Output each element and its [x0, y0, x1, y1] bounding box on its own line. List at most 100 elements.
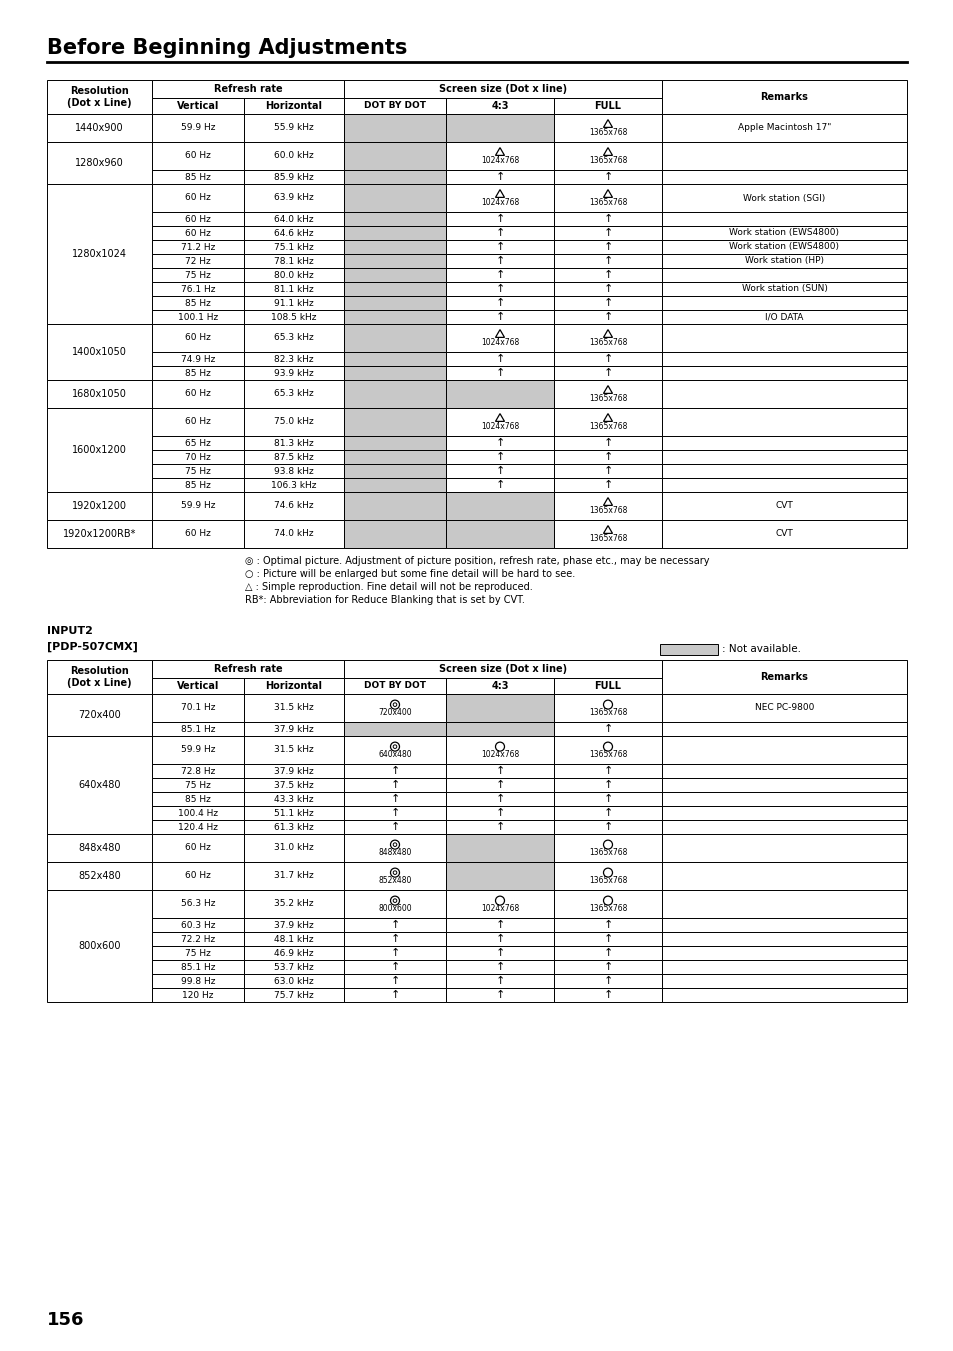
Bar	[244, 240, 344, 254]
Bar	[244, 988, 344, 1002]
Text: ↑: ↑	[495, 172, 504, 182]
Bar	[344, 142, 446, 170]
Text: I/O DATA: I/O DATA	[764, 312, 802, 322]
Bar	[152, 946, 244, 961]
Bar	[446, 324, 554, 353]
Bar	[244, 324, 344, 353]
Bar	[152, 792, 244, 807]
Bar	[344, 113, 446, 142]
Text: : Not available.: : Not available.	[721, 644, 801, 654]
Bar	[446, 254, 554, 267]
Bar	[344, 296, 446, 309]
Text: 93.8 kHz: 93.8 kHz	[274, 466, 314, 476]
Bar	[446, 113, 554, 142]
Text: ↑: ↑	[495, 228, 504, 238]
Bar	[152, 492, 244, 520]
Bar	[344, 282, 446, 296]
Bar	[344, 520, 446, 549]
Bar	[446, 492, 554, 520]
Text: 640x480: 640x480	[78, 780, 121, 790]
Text: Remarks: Remarks	[760, 92, 807, 101]
Bar	[554, 436, 661, 450]
Text: 100.4 Hz: 100.4 Hz	[178, 808, 218, 817]
Text: ↑: ↑	[602, 242, 612, 253]
Bar	[446, 366, 554, 380]
Bar	[661, 765, 906, 778]
Text: ↑: ↑	[602, 962, 612, 971]
Text: 1365x768: 1365x768	[588, 904, 626, 913]
Text: 31.7 kHz: 31.7 kHz	[274, 871, 314, 881]
Bar	[554, 296, 661, 309]
Text: 852x480: 852x480	[378, 875, 412, 885]
Text: 1600x1200: 1600x1200	[72, 444, 127, 455]
Bar	[244, 296, 344, 309]
Text: Resolution
(Dot x Line): Resolution (Dot x Line)	[67, 666, 132, 688]
Text: 91.1 kHz: 91.1 kHz	[274, 299, 314, 308]
Bar	[344, 961, 446, 974]
Text: 848x480: 848x480	[78, 843, 121, 852]
Text: Resolution
(Dot x Line): Resolution (Dot x Line)	[67, 86, 132, 108]
Text: 1365x768: 1365x768	[588, 750, 626, 759]
Bar	[244, 946, 344, 961]
Bar	[244, 282, 344, 296]
Bar	[244, 721, 344, 736]
Bar	[152, 353, 244, 366]
Bar	[554, 240, 661, 254]
Bar	[344, 765, 446, 778]
Bar	[446, 436, 554, 450]
Text: 720x400: 720x400	[377, 708, 412, 716]
Text: Screen size (Dot x line): Screen size (Dot x line)	[438, 663, 566, 674]
Bar	[659, 644, 718, 655]
Bar	[344, 309, 446, 324]
Bar	[152, 450, 244, 463]
Text: 1920x1200: 1920x1200	[71, 501, 127, 511]
Text: 85 Hz: 85 Hz	[185, 369, 211, 377]
Bar	[554, 765, 661, 778]
Text: 1024x768: 1024x768	[480, 338, 518, 347]
Bar	[152, 807, 244, 820]
Text: Screen size (Dot x line): Screen size (Dot x line)	[438, 84, 566, 95]
Text: Remarks: Remarks	[760, 671, 807, 682]
Bar	[344, 380, 446, 408]
Text: ↑: ↑	[495, 354, 504, 363]
Bar	[446, 478, 554, 492]
Bar	[446, 807, 554, 820]
Bar	[661, 113, 906, 142]
Bar	[661, 721, 906, 736]
Text: 1920x1200RB*: 1920x1200RB*	[63, 530, 136, 539]
Text: ↑: ↑	[495, 480, 504, 490]
Text: 852x480: 852x480	[78, 871, 121, 881]
Bar	[554, 366, 661, 380]
Bar	[344, 267, 446, 282]
Text: INPUT2: INPUT2	[47, 626, 92, 636]
Bar	[661, 917, 906, 932]
Bar	[446, 309, 554, 324]
Bar	[344, 353, 446, 366]
Bar	[554, 520, 661, 549]
Bar	[244, 917, 344, 932]
Bar	[446, 890, 554, 917]
Text: ↑: ↑	[495, 284, 504, 295]
Bar	[244, 450, 344, 463]
Text: 1680x1050: 1680x1050	[72, 389, 127, 399]
Text: 72 Hz: 72 Hz	[185, 257, 211, 266]
Text: 70.1 Hz: 70.1 Hz	[180, 704, 215, 712]
Text: FULL: FULL	[594, 101, 620, 111]
Bar	[554, 254, 661, 267]
Bar	[446, 946, 554, 961]
Bar	[344, 99, 446, 113]
Bar	[661, 736, 906, 765]
Text: ↑: ↑	[390, 975, 399, 986]
Text: 1365x768: 1365x768	[588, 338, 626, 347]
Bar	[47, 380, 152, 408]
Text: ↑: ↑	[602, 453, 612, 462]
Text: [PDP-507CMX]: [PDP-507CMX]	[47, 642, 138, 653]
Text: 65.3 kHz: 65.3 kHz	[274, 334, 314, 343]
Bar	[554, 961, 661, 974]
Text: 1365x768: 1365x768	[588, 708, 626, 716]
Bar	[152, 736, 244, 765]
Text: ↑: ↑	[495, 990, 504, 1000]
Bar	[661, 254, 906, 267]
Bar	[446, 974, 554, 988]
Bar	[446, 792, 554, 807]
